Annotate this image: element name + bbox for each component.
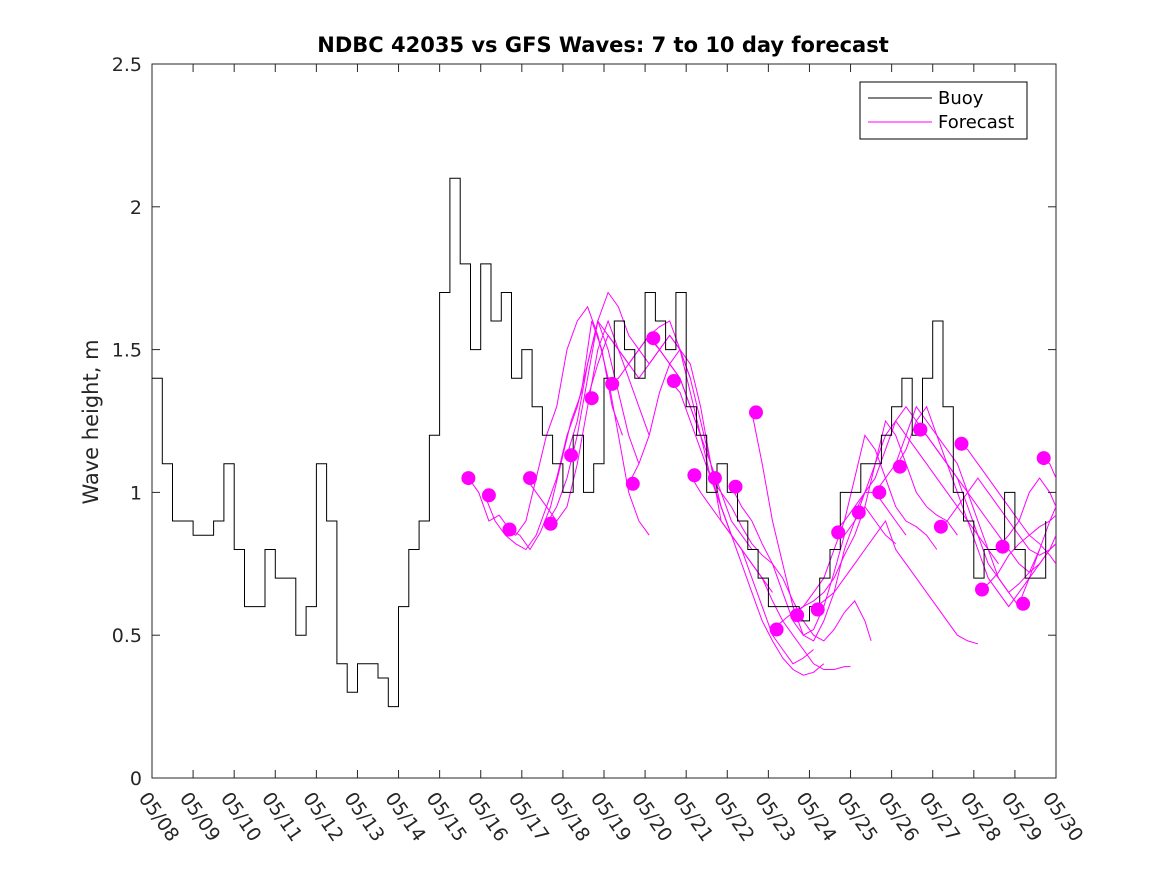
forecast-marker [481, 488, 496, 503]
y-axis-label: Wave height, m [79, 339, 103, 504]
x-tick-label: 05/22 [709, 788, 758, 845]
forecast-marker [975, 582, 989, 597]
forecast-marker [646, 331, 661, 346]
forecast-line [813, 519, 979, 645]
forecast-line [874, 405, 1041, 594]
forecast-marker [502, 522, 517, 537]
forecast-line [957, 443, 1056, 565]
y-tick-label: 2.5 [112, 54, 142, 76]
x-tick-label: 05/30 [1038, 788, 1087, 845]
forecast-marker [666, 374, 681, 388]
forecast-marker [605, 376, 620, 391]
x-tick-label: 05/13 [339, 788, 388, 845]
buoy-line [152, 177, 1047, 708]
x-tick-label: 05/28 [956, 788, 1005, 845]
chart-title: NDBC 42035 vs GFS Waves: 7 to 10 day for… [317, 33, 888, 57]
x-tick-label: 05/11 [257, 788, 306, 845]
x-tick-label: 05/09 [175, 788, 224, 845]
forecast-marker [523, 471, 537, 486]
y-axis: 0 0.5 1 1.5 2 2.5 [112, 54, 1056, 790]
forecast-marker [749, 405, 763, 420]
forecast-line [566, 319, 702, 456]
forecast-marker [687, 468, 702, 483]
x-tick-label: 05/26 [874, 788, 923, 845]
forecast-marker [728, 479, 743, 494]
y-tick-label: 0 [130, 768, 142, 790]
x-tick-label: 05/14 [380, 788, 429, 845]
forecast-marker [769, 622, 784, 637]
forecast-line [710, 477, 872, 642]
x-tick-label: 05/17 [504, 788, 553, 845]
forecast-marker [1036, 451, 1051, 466]
x-tick-label: 05/16 [463, 788, 512, 845]
forecast-line [546, 291, 691, 525]
forecast-line [689, 475, 851, 670]
x-tick-label: 05/15 [422, 788, 471, 845]
x-tick-label: 05/25 [832, 788, 881, 845]
x-tick-label: 05/08 [134, 788, 183, 845]
forecast-line [977, 514, 1056, 590]
legend: Buoy Forecast [859, 81, 1028, 140]
x-tick-label: 05/21 [668, 788, 717, 845]
forecast-marker [933, 519, 948, 534]
x-tick-label: 05/20 [627, 788, 676, 845]
forecast-marker [1016, 596, 1031, 611]
forecast-marker [954, 436, 969, 451]
forecast-line [669, 380, 825, 676]
forecast-marker [584, 391, 599, 406]
forecast-line [628, 348, 773, 593]
forecast-line [525, 319, 650, 522]
x-tick-label: 05/19 [586, 788, 635, 845]
legend-buoy-label: Buoy [938, 88, 984, 109]
forecast-line [916, 429, 1056, 574]
forecast-marker [810, 602, 825, 617]
forecast-marker [461, 471, 476, 486]
forecast-marker [790, 608, 805, 623]
forecast-line [936, 477, 1056, 556]
series-group [152, 177, 1056, 708]
y-tick-label: 1 [130, 482, 142, 504]
y-tick-label: 0.5 [112, 625, 142, 647]
forecast-line [607, 320, 753, 550]
x-tick-label: 05/23 [750, 788, 799, 845]
forecast-marker [543, 516, 558, 531]
x-tick-label: 05/10 [216, 788, 265, 845]
forecast-line [730, 486, 897, 636]
forecast-line [484, 319, 640, 551]
legend-box [859, 81, 1028, 140]
x-tick-label: 05/12 [298, 788, 347, 845]
forecast-line [751, 412, 907, 642]
forecast-marker [872, 485, 887, 500]
y-tick-label: 1.5 [112, 340, 142, 362]
forecast-line [772, 434, 938, 630]
forecast-marker [625, 476, 640, 491]
forecast-marker [831, 525, 846, 540]
legend-forecast-label: Forecast [938, 112, 1014, 133]
forecast-line [833, 420, 999, 565]
x-tick-label: 05/27 [915, 788, 964, 845]
forecast-line [895, 405, 1056, 608]
forecast-marker [913, 422, 928, 437]
forecast-line [1018, 506, 1056, 604]
plot-area [151, 63, 1057, 779]
forecast-marker [851, 505, 866, 520]
x-tick-label: 05/24 [791, 788, 840, 845]
forecast-marker [995, 539, 1010, 554]
forecast-marker [892, 459, 907, 474]
forecast-marker [564, 448, 579, 463]
x-tick-label: 05/18 [545, 788, 594, 845]
y-tick-label: 2 [130, 197, 142, 219]
x-tick-label: 05/29 [997, 788, 1046, 845]
forecast-marker [707, 471, 722, 486]
forecast-line [505, 305, 650, 536]
